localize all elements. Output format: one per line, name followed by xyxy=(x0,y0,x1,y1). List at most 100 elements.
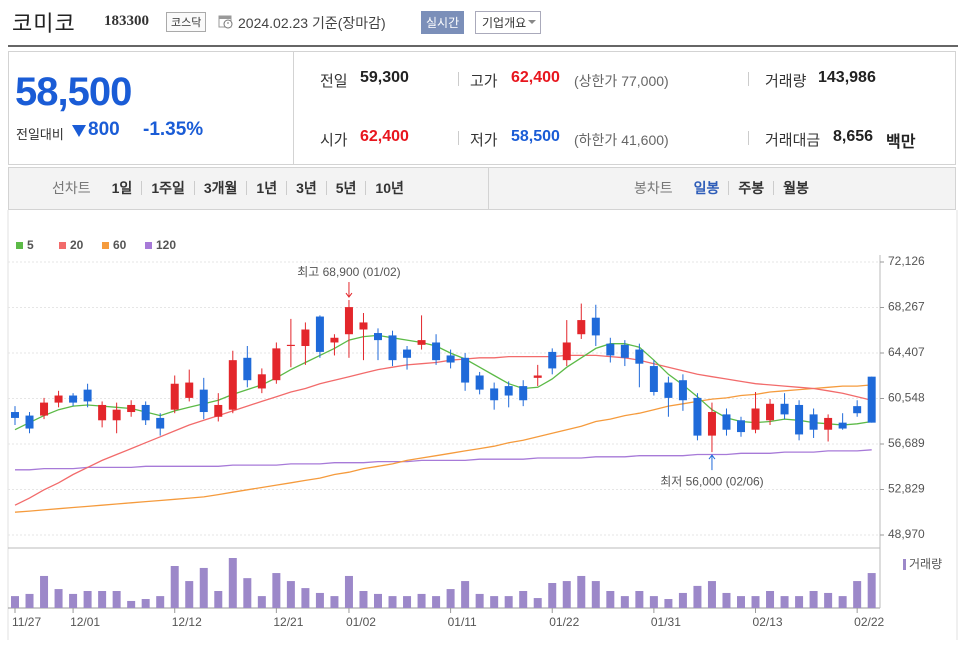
volume-bar xyxy=(185,581,194,608)
candle-body xyxy=(127,404,136,413)
candle-tab[interactable]: 주봉 xyxy=(728,181,773,195)
realtime-button[interactable]: 실시간 xyxy=(421,11,465,34)
period-tab[interactable]: 3년 xyxy=(286,181,326,195)
volume-bar xyxy=(853,581,862,608)
down-triangle xyxy=(72,125,86,137)
stat-value: 58,500 xyxy=(511,128,560,145)
period-tab[interactable]: 10년 xyxy=(365,181,412,195)
volume-bar xyxy=(649,596,658,608)
candle-body xyxy=(853,406,862,414)
volume-bar xyxy=(446,589,455,608)
stat-label: 전일 xyxy=(320,73,348,90)
period-tab[interactable]: 5년 xyxy=(325,181,366,195)
candle-body xyxy=(403,349,412,358)
x-tick-label: 02/13 xyxy=(753,615,783,629)
period-tab[interactable]: 1주일 xyxy=(141,181,194,195)
volume-legend-swatch xyxy=(903,559,906,570)
volume-bar xyxy=(301,588,310,608)
volume-bar xyxy=(272,573,281,608)
legend-label: 60 xyxy=(113,238,127,252)
period-tab[interactable]: 3개월 xyxy=(193,181,247,195)
candle-body xyxy=(780,403,789,415)
candle-body xyxy=(40,402,49,416)
tab-bar xyxy=(8,167,956,210)
quote-box xyxy=(8,51,956,165)
stat-separator xyxy=(458,72,459,86)
candle-tab[interactable]: 일봉 xyxy=(693,180,720,196)
y-tick-label: 64,407 xyxy=(888,345,925,359)
candle-body xyxy=(591,317,600,336)
caret xyxy=(528,20,537,24)
volume-bar xyxy=(867,573,876,608)
x-tick-label: 12/12 xyxy=(172,615,202,629)
candle-body xyxy=(25,415,34,429)
volume-bar xyxy=(606,591,615,608)
candle-body xyxy=(432,342,441,361)
x-tick-label: 01/22 xyxy=(549,615,579,629)
stat-label: 저가 xyxy=(470,132,498,149)
volume-bar xyxy=(780,596,789,608)
candle-body xyxy=(69,395,78,403)
candle-body xyxy=(359,322,368,330)
volume-bar xyxy=(432,596,441,608)
y-tick-label: 68,267 xyxy=(888,300,925,314)
candle-body xyxy=(693,397,702,436)
stat-unit: 백만 xyxy=(886,134,916,151)
candle-body xyxy=(83,389,92,402)
volume-bar xyxy=(170,566,179,608)
volume-bar xyxy=(737,596,745,608)
volume-bar xyxy=(11,596,19,608)
x-tick-label: 12/01 xyxy=(70,615,100,629)
candle-body xyxy=(707,412,716,436)
stat-note: (상한가 77,000) xyxy=(574,73,669,89)
candle-body xyxy=(838,422,847,429)
volume-bar xyxy=(722,592,731,608)
candle-body xyxy=(243,357,252,381)
annotation-low: 최저 56,000 (02/06) xyxy=(660,474,763,488)
x-tick-label: 01/31 xyxy=(651,615,681,629)
candle-body xyxy=(199,389,208,413)
candle-body xyxy=(228,360,237,410)
candle-body xyxy=(664,382,673,398)
volume-bar xyxy=(693,585,702,608)
price-change: 800 xyxy=(88,119,120,140)
candle-tab[interactable]: 월봉 xyxy=(773,181,818,195)
candle-body xyxy=(795,404,804,435)
volume-bar xyxy=(374,593,382,608)
volume-bar xyxy=(54,589,63,608)
stat-value: 143,986 xyxy=(818,69,876,86)
volume-bar xyxy=(98,591,107,608)
volume-bar xyxy=(519,591,528,608)
stat-separator xyxy=(748,72,749,86)
tab-heading: 봉차트 xyxy=(634,180,673,196)
stat-value: 62,400 xyxy=(511,69,560,86)
company-button[interactable]: 기업개요 xyxy=(475,11,542,34)
candle-body xyxy=(301,329,310,347)
volume-bar xyxy=(475,593,484,608)
volume-bar xyxy=(562,581,571,608)
candle-body xyxy=(475,375,484,390)
candle-body xyxy=(272,348,281,381)
legend-label: 5 xyxy=(27,238,34,252)
volume-bar xyxy=(286,581,295,608)
candle-body xyxy=(170,383,179,410)
volume-bar xyxy=(635,591,644,608)
legend-label: 20 xyxy=(70,238,84,252)
volume-bar xyxy=(548,583,557,608)
line-chart-tabs: 선차트 1일 1주일 3개월 1년 3년 5년 10년 xyxy=(52,178,413,198)
candle-body xyxy=(11,412,19,418)
volume-bar xyxy=(795,596,804,608)
volume-bar xyxy=(591,581,600,608)
candle-body xyxy=(678,380,687,401)
period-tab[interactable]: 1일 xyxy=(111,180,133,196)
volume-bar xyxy=(40,575,49,608)
x-tick-label: 02/22 xyxy=(854,615,884,629)
volume-bar xyxy=(664,599,673,608)
volume-bar xyxy=(141,599,150,608)
company-label[interactable]: 기업개요 xyxy=(482,16,527,30)
moving-average-line xyxy=(14,384,872,513)
x-tick-label: 11/27 xyxy=(12,615,41,629)
candle-body xyxy=(824,417,833,430)
period-tab[interactable]: 1년 xyxy=(246,181,286,195)
volume-bar xyxy=(838,596,847,608)
